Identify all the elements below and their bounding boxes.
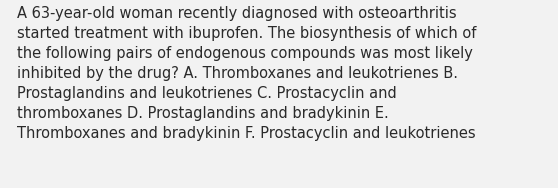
Text: A 63-year-old woman recently diagnosed with osteoarthritis
started treatment wit: A 63-year-old woman recently diagnosed w… (17, 6, 476, 141)
